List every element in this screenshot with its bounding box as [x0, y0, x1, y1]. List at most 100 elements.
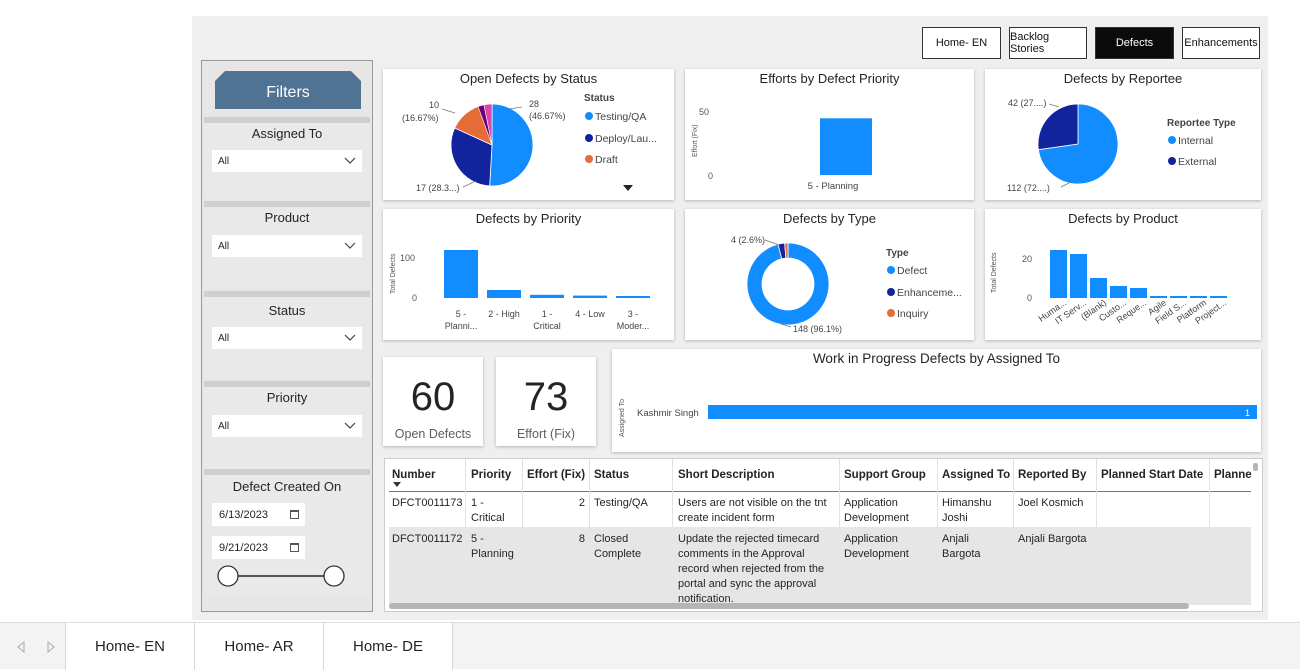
status-dropdown[interactable]: All: [212, 327, 362, 349]
product-bar-chart: Total Defects 20 0 Huma...IT Serv...(Bla…: [991, 250, 1228, 326]
column-header-reported-by[interactable]: Reported By: [1018, 469, 1087, 481]
product-dropdown[interactable]: All: [212, 235, 362, 257]
bar-it-serv[interactable]: [1070, 254, 1087, 298]
cell-number: DFCT0011172: [392, 533, 463, 545]
chevron-right-icon[interactable]: [47, 640, 55, 654]
header-divider: [389, 491, 1251, 492]
cell-description: Update the rejected timecard comments in …: [678, 533, 825, 605]
filters-header-shape: [215, 71, 361, 109]
category-label: 5 - Planning: [808, 181, 859, 192]
legend-swatch: [887, 309, 895, 317]
column-header-effort[interactable]: Effort (Fix): [527, 469, 586, 481]
pie-slice-other-2[interactable]: [483, 103, 493, 146]
bar-low[interactable]: [573, 295, 607, 298]
category-label: 4 - Low: [575, 309, 605, 319]
bar-planning[interactable]: [820, 118, 872, 175]
calendar-icon: [290, 510, 299, 519]
tab-home-en[interactable]: Home- EN: [65, 623, 195, 670]
cell-priority: 5 - Planning: [471, 533, 514, 560]
category-label: 5 -Planni...: [445, 309, 478, 331]
column-header-support-group[interactable]: Support Group: [844, 469, 926, 481]
column-header-short-description[interactable]: Short Description: [678, 469, 775, 481]
pie-slice-deploy[interactable]: [450, 127, 493, 187]
priority-dropdown[interactable]: All: [212, 415, 362, 437]
efforts-bar-chart: Effort (Fix) 50 0 5 - Planning: [692, 107, 872, 192]
legend-item: Draft: [595, 154, 618, 166]
bar-project[interactable]: [1210, 296, 1227, 298]
nav-defects-button[interactable]: Defects: [1095, 27, 1174, 59]
vertical-scrollbar[interactable]: [1253, 463, 1258, 471]
bar-reque[interactable]: [1130, 288, 1147, 298]
nav-backlog-stories-button[interactable]: Backlog Stories: [1009, 27, 1087, 59]
axis-label: Assigned To: [619, 399, 626, 437]
reportee-pie-chart: 42 (27....) 112 (72....) Reportee Type I…: [1007, 98, 1236, 193]
defects-by-priority-card[interactable]: Defects by Priority Total Defects 100 0 …: [383, 209, 674, 340]
pie-label: (16.67%): [402, 113, 439, 123]
chart-title: Efforts by Defect Priority: [759, 71, 900, 86]
cell-assigned-to: Himanshu Joshi: [942, 497, 992, 524]
open-defects-kpi-card[interactable]: 60 Open Defects: [383, 357, 483, 446]
slider-start-handle[interactable]: [217, 565, 239, 587]
kpi-value: 60: [410, 375, 456, 419]
bar-blank[interactable]: [1090, 278, 1107, 298]
column-header-status[interactable]: Status: [594, 469, 630, 481]
end-date-value: 9/21/2023: [219, 541, 268, 554]
bar-field[interactable]: [1170, 296, 1187, 298]
nav-enhancements-button[interactable]: Enhancements: [1182, 27, 1260, 59]
defects-table[interactable]: Number Priority Effort (Fix) Status Shor…: [384, 458, 1263, 612]
legend-item: Internal: [1178, 135, 1213, 147]
tab-home-de[interactable]: Home- DE: [323, 623, 453, 670]
slider-end-handle[interactable]: [323, 565, 345, 587]
category-label: 1 -Critical: [533, 309, 561, 331]
pie-slice-defect[interactable]: [746, 242, 830, 326]
assigned-to-dropdown[interactable]: All: [212, 150, 362, 172]
end-date-input[interactable]: 9/21/2023: [212, 536, 305, 559]
cell-priority: 1 - Critical: [471, 497, 505, 524]
status-filter: Status All: [204, 291, 370, 379]
bar-human[interactable]: [1050, 250, 1067, 298]
sort-desc-icon[interactable]: [393, 482, 401, 487]
priority-filter: Priority All: [204, 381, 370, 469]
legend-scroll-down-icon[interactable]: [623, 185, 633, 191]
legend-swatch: [887, 266, 895, 274]
effort-fix-kpi-card[interactable]: 73 Effort (Fix): [496, 357, 596, 446]
legend-title: Reportee Type: [1167, 118, 1236, 129]
bar-platform[interactable]: [1190, 296, 1207, 298]
defects-by-type-card[interactable]: Defects by Type 4 (2.6%) 148 (96.1%) Typ…: [685, 209, 974, 340]
chevron-down-icon: [344, 242, 356, 249]
nav-home-en-button[interactable]: Home- EN: [922, 27, 1001, 59]
column-header-planned-start[interactable]: Planned Start Date: [1101, 469, 1204, 481]
efforts-by-priority-card[interactable]: Efforts by Defect Priority Effort (Fix) …: [685, 69, 974, 200]
wip-by-assigned-card[interactable]: Work in Progress Defects by Assigned To …: [612, 349, 1261, 452]
defects-by-reportee-card[interactable]: Defects by Reportee 42 (27....) 112 (72.…: [985, 69, 1261, 200]
legend-swatch: [1168, 157, 1176, 165]
tab-home-ar[interactable]: Home- AR: [194, 623, 324, 670]
bar-kashmir-singh[interactable]: [708, 405, 1257, 419]
bar-high[interactable]: [487, 290, 521, 298]
bar-agile[interactable]: [1150, 296, 1167, 298]
column-header-priority[interactable]: Priority: [471, 469, 512, 481]
pie-slice-external[interactable]: [1037, 103, 1079, 151]
bar-planning[interactable]: [444, 250, 478, 298]
chevron-left-icon[interactable]: [17, 640, 25, 654]
bar-custo[interactable]: [1110, 286, 1127, 298]
pie-slice-testing-qa[interactable]: [489, 103, 534, 187]
defects-by-product-card[interactable]: Defects by Product Total Defects 20 0 Hu…: [985, 209, 1261, 340]
horizontal-scrollbar[interactable]: [389, 603, 1189, 609]
column-header-number[interactable]: Number: [392, 469, 436, 481]
table-row[interactable]: [389, 527, 1251, 605]
legend-item: Testing/QA: [595, 111, 646, 123]
start-date-value: 6/13/2023: [219, 508, 268, 521]
start-date-input[interactable]: 6/13/2023: [212, 503, 305, 526]
date-range-slider[interactable]: [212, 562, 357, 592]
product-label: Product: [264, 210, 310, 225]
column-header-planned-end[interactable]: Planne: [1214, 469, 1252, 481]
open-defects-by-status-card[interactable]: Open Defects by Status 10 (16.67%) 28 (4…: [383, 69, 674, 200]
bar-critical[interactable]: [530, 294, 564, 298]
filters-panel: Filters Assigned To All Product All Stat…: [201, 60, 373, 612]
cell-support-group: Application Development: [844, 533, 909, 560]
column-header-assigned-to[interactable]: Assigned To: [942, 469, 1011, 481]
bar-moderate[interactable]: [616, 296, 650, 298]
status-label: Status: [268, 303, 306, 318]
pie-slice-inquiry[interactable]: [784, 242, 789, 259]
